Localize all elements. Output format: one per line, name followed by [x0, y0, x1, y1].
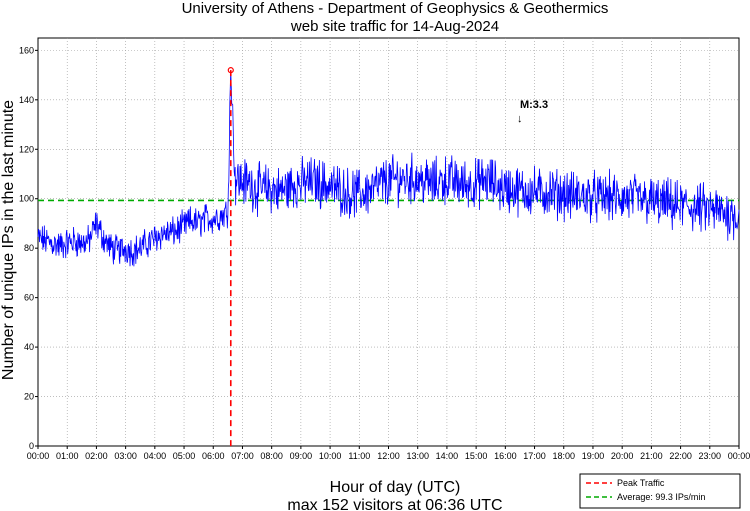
- x-tick-label: 10:00: [319, 451, 342, 461]
- summary-label: max 152 visitors at 06:36 UTC: [287, 497, 502, 511]
- y-tick-label: 80: [24, 243, 34, 253]
- x-tick-label: 22:00: [669, 451, 692, 461]
- x-tick-label: 16:00: [494, 451, 517, 461]
- x-tick-label: 18:00: [552, 451, 575, 461]
- y-axis: 0 20 40 60 80 100 120 140 160: [19, 45, 38, 451]
- x-tick-label: 19:00: [582, 451, 605, 461]
- x-tick-label: 12:00: [377, 451, 400, 461]
- y-tick-label: 160: [19, 45, 34, 55]
- y-tick-label: 0: [29, 441, 34, 451]
- x-tick-label: 23:00: [699, 451, 722, 461]
- x-tick-label: 01:00: [56, 451, 79, 461]
- x-tick-label: 20:00: [611, 451, 634, 461]
- x-tick-label: 04:00: [144, 451, 167, 461]
- y-tick-label: 100: [19, 194, 34, 204]
- x-tick-label: 11:00: [348, 451, 370, 461]
- x-tick-label: 13:00: [406, 451, 429, 461]
- peak-marker: [227, 67, 234, 74]
- x-tick-label: 00:00: [728, 451, 750, 461]
- x-tick-label: 09:00: [290, 451, 313, 461]
- legend-box: [579, 473, 741, 509]
- y-tick-label: 120: [19, 144, 34, 154]
- legend-peak-label: Peak Traffic: [617, 478, 665, 488]
- x-tick-label: 06:00: [202, 451, 225, 461]
- y-tick-label: 40: [24, 342, 34, 352]
- x-tick-label: 21:00: [640, 451, 663, 461]
- traffic-series-line: [37, 70, 740, 267]
- x-tick-label: 17:00: [523, 451, 546, 461]
- legend: Peak Traffic Average: 99.3 IPs/min: [579, 473, 741, 509]
- x-axis-label: Hour of day (UTC): [330, 479, 461, 496]
- x-tick-label: 15:00: [465, 451, 488, 461]
- x-axis: 00:00 01:00 02:00 03:00 04:00 05:00 06:00 07:00…: [27, 446, 750, 461]
- x-tick-label: 07:00: [231, 451, 254, 461]
- annotation-label: M:3.3: [520, 99, 548, 111]
- x-tick-label: 02:00: [85, 451, 108, 461]
- y-tick-label: 60: [24, 293, 34, 303]
- y-tick-label: 20: [24, 392, 34, 402]
- chart-title: University of Athens - Department of Geo…: [182, 0, 609, 17]
- x-tick-label: 14:00: [436, 451, 459, 461]
- x-tick-label: 03:00: [114, 451, 137, 461]
- y-tick-label: 140: [19, 95, 34, 105]
- chart-subtitle: web site traffic for 14-Aug-2024: [290, 18, 499, 35]
- x-tick-label: 00:00: [27, 451, 50, 461]
- grid: [38, 38, 739, 446]
- x-tick-label: 08:00: [260, 451, 283, 461]
- x-tick-label: 05:00: [173, 451, 196, 461]
- y-axis-label: Number of unique IPs in the last minute: [0, 100, 17, 380]
- legend-average-label: Average: 99.3 IPs/min: [617, 492, 705, 502]
- annotation-arrow-icon: ↓: [517, 113, 523, 125]
